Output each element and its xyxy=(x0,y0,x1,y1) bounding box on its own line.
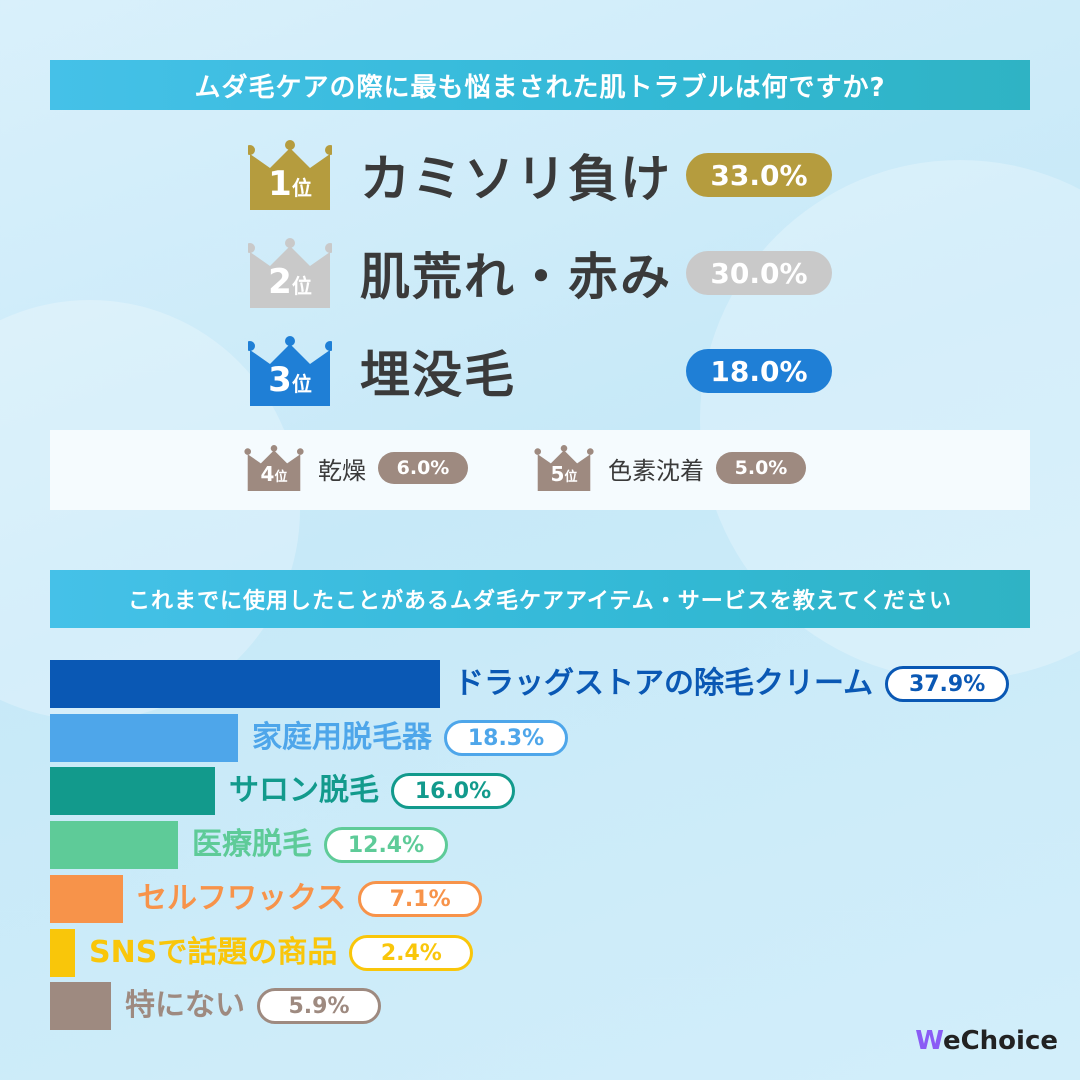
rank-crown-2: 2位 xyxy=(248,238,332,308)
rank-row-1: 1位 カミソリ負け 33.0% xyxy=(248,140,832,210)
survey-question-2-banner: これまでに使用したことがあるムダ毛ケアアイテム・サービスを教えてください xyxy=(50,570,1030,628)
bar-value-label: 18.3% xyxy=(444,720,568,756)
rank-category-label: 埋没毛 xyxy=(360,346,516,404)
bar xyxy=(50,767,215,815)
bar-category-label: サロン脱毛 xyxy=(229,773,379,808)
bar xyxy=(50,821,178,869)
crown-icon xyxy=(534,445,594,491)
rank-category-label: 色素沈着 xyxy=(608,456,704,485)
crown-icon xyxy=(248,336,332,406)
crown-icon xyxy=(248,140,332,210)
rank-number: 2位 xyxy=(268,262,312,302)
bar-value-label: 12.4% xyxy=(324,827,448,863)
wechoice-logo: WeChoice xyxy=(915,1026,1058,1056)
rank-category-label: 肌荒れ・赤み xyxy=(360,248,672,306)
crown-icon xyxy=(248,238,332,308)
rank-value-label: 30.0% xyxy=(686,251,832,295)
bar-category-label: 特にない xyxy=(125,988,245,1023)
bar-category-label: 家庭用脱毛器 xyxy=(252,720,432,755)
crown-icon xyxy=(244,445,304,491)
rank-number: 1位 xyxy=(268,164,312,204)
bar-value-label: 7.1% xyxy=(358,881,483,917)
rank-crown-1: 1位 xyxy=(248,140,332,210)
rank-crown-4: 4位 xyxy=(244,445,304,491)
rank-row-4: 4位 乾燥 6.0% xyxy=(244,444,468,492)
rank-number: 3位 xyxy=(268,360,312,400)
rank-value-label: 18.0% xyxy=(686,349,832,393)
minor-ranks-box: 4位 乾燥 6.0% 5位 色素沈着 5.0% xyxy=(50,430,1030,510)
bar xyxy=(50,982,111,1030)
rank-value-label: 5.0% xyxy=(716,452,806,484)
survey-question-1-banner: ムダ毛ケアの際に最も悩まされた肌トラブルは何ですか? xyxy=(50,60,1030,110)
bar xyxy=(50,714,238,762)
bar-value-label: 2.4% xyxy=(349,935,474,971)
bar-category-label: ドラッグストアの除毛クリーム xyxy=(454,666,874,701)
rank-row-5: 5位 色素沈着 5.0% xyxy=(534,444,806,492)
bar xyxy=(50,929,75,977)
rank-row-2: 2位 肌荒れ・赤み 30.0% xyxy=(248,238,832,308)
rank-value-label: 33.0% xyxy=(686,153,832,197)
bar-value-label: 16.0% xyxy=(391,773,515,809)
rank-category-label: カミソリ負け xyxy=(360,150,672,208)
bar-value-label: 37.9% xyxy=(885,666,1010,702)
bar-value-label: 5.9% xyxy=(257,988,381,1024)
rank-row-3: 3位 埋没毛 18.0% xyxy=(248,336,832,406)
rank-number: 4位 xyxy=(260,462,288,486)
bar-category-label: 医療脱毛 xyxy=(192,827,312,862)
bar xyxy=(50,875,123,923)
rank-category-label: 乾燥 xyxy=(318,456,366,485)
bar xyxy=(50,660,440,708)
rank-crown-3: 3位 xyxy=(248,336,332,406)
rank-value-label: 6.0% xyxy=(378,452,468,484)
rank-number: 5位 xyxy=(550,462,578,486)
bar-category-label: SNSで話題の商品 xyxy=(89,935,338,970)
bar-category-label: セルフワックス xyxy=(137,881,347,916)
rank-crown-5: 5位 xyxy=(534,445,594,491)
